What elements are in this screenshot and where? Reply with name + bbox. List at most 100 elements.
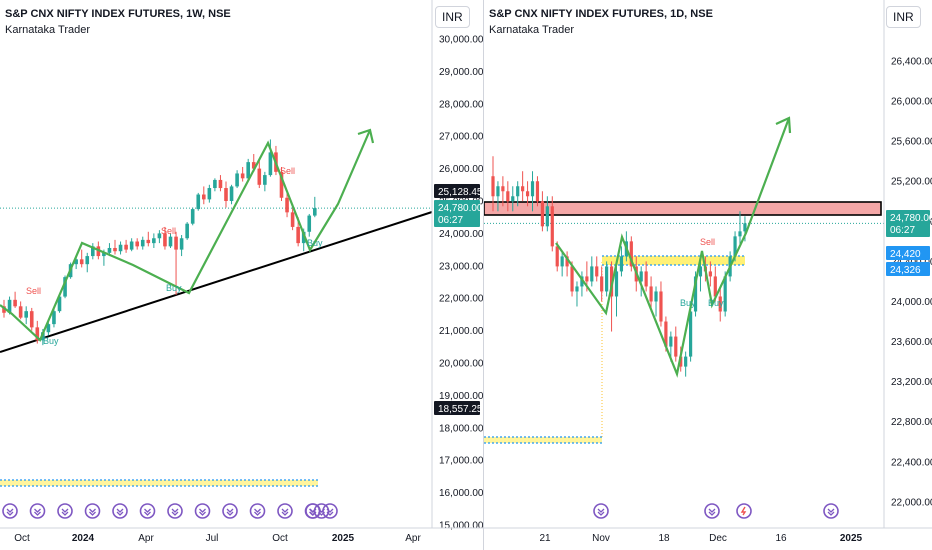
weekly-candle <box>301 231 306 244</box>
daily-candle <box>693 276 698 312</box>
daily-resistance-zone[interactable] <box>484 201 882 216</box>
daily-candle <box>585 276 589 282</box>
weekly-chevrons-icon <box>254 508 261 516</box>
daily-chart-pane[interactable]: Buy Sell Buy 22,000.00 22,400.00 22,800.00 23,… <box>484 0 932 550</box>
daily-currency-button[interactable]: INR <box>886 6 921 28</box>
weekly-candle <box>7 299 12 313</box>
weekly-event-icon[interactable] <box>167 503 183 519</box>
daily-lightning-icon <box>740 506 747 516</box>
weekly-x-tick-label: Apr <box>405 533 421 544</box>
weekly-event-icon[interactable] <box>139 503 156 519</box>
daily-candle <box>743 223 747 232</box>
daily-x-tick-label: 2025 <box>840 533 863 544</box>
weekly-y-tick-label: 27,000.00 <box>439 132 483 143</box>
daily-chevrons-icon <box>597 508 605 516</box>
daily-candle <box>659 291 663 322</box>
weekly-chevrons-icon <box>199 508 206 516</box>
weekly-candle <box>35 327 40 341</box>
daily-candle <box>496 186 500 197</box>
daily-band-top-badge <box>886 246 930 260</box>
daily-candle <box>605 266 609 292</box>
daily-candle <box>733 236 737 257</box>
weekly-projection-arrowhead <box>357 128 375 144</box>
daily-sell-label: Sell <box>700 237 715 247</box>
weekly-candle <box>296 226 300 244</box>
daily-candle <box>491 176 495 197</box>
weekly-candle <box>18 306 23 318</box>
daily-candle <box>644 271 648 287</box>
weekly-candle <box>307 215 312 232</box>
weekly-chart-pane[interactable]: Sell Buy Sell Buy Sell Buy 15,000.00 16,000.00 1… <box>0 0 484 550</box>
daily-chart-canvas[interactable]: Buy Sell Buy 22,000.00 22,400.00 22,800.00 23,… <box>484 0 932 550</box>
daily-x-tick-label: 18 <box>658 533 670 544</box>
weekly-x-tick-label: Oct <box>272 533 288 544</box>
daily-support-band <box>602 256 745 265</box>
daily-band-top-badge-text: 24,420 <box>890 249 921 260</box>
weekly-candle <box>290 212 295 227</box>
daily-candle <box>639 271 643 282</box>
daily-event-icon[interactable] <box>736 503 752 519</box>
weekly-high-price-badge-text: 25,128.45 <box>438 187 483 198</box>
weekly-candle <box>113 247 117 252</box>
weekly-x-tick-label: 2024 <box>72 533 95 544</box>
daily-event-icon[interactable] <box>593 503 609 519</box>
daily-x-tick-label: Dec <box>709 533 727 544</box>
weekly-y-tick-label: 19,000.00 <box>439 391 483 402</box>
weekly-event-icon[interactable] <box>57 503 73 519</box>
daily-candle <box>600 276 604 292</box>
weekly-sell-label: Sell <box>161 226 176 236</box>
daily-candle <box>560 256 564 267</box>
weekly-candle <box>257 168 262 185</box>
weekly-candle <box>224 188 228 201</box>
weekly-candle <box>313 208 317 216</box>
daily-event-icon[interactable] <box>704 503 720 519</box>
daily-y-tick-label: 25,200.00 <box>891 177 932 188</box>
weekly-event-icon[interactable] <box>322 503 338 519</box>
weekly-last-price-badge-text: 06:27 <box>438 215 463 226</box>
weekly-candle <box>240 173 245 179</box>
weekly-chart-title: S&P CNX NIFTY INDEX FUTURES, 1W, NSE <box>5 8 231 20</box>
weekly-candle <box>246 162 250 179</box>
weekly-last-price-badge-text: 24,780.00 <box>438 203 483 214</box>
weekly-x-tick-label: Apr <box>138 533 154 544</box>
weekly-y-tick-label: 30,000.00 <box>439 35 483 46</box>
weekly-x-tick-label: Oct <box>14 533 30 544</box>
weekly-event-icon[interactable] <box>222 503 238 519</box>
weekly-candle <box>263 175 267 185</box>
weekly-event-icon[interactable] <box>249 503 266 519</box>
weekly-trend-line[interactable] <box>0 211 433 353</box>
weekly-chevrons-icon <box>89 508 96 516</box>
weekly-candle <box>168 236 173 247</box>
daily-candle <box>674 336 678 357</box>
weekly-event-icon[interactable] <box>29 503 46 519</box>
weekly-event-icon[interactable] <box>194 503 211 519</box>
daily-candle <box>521 186 525 192</box>
weekly-chart-canvas[interactable]: Sell Buy Sell Buy Sell Buy 15,000.00 16,000.00 1… <box>0 0 483 550</box>
weekly-chevrons-icon <box>281 508 289 516</box>
daily-x-tick-label: Nov <box>592 533 610 544</box>
weekly-event-icon[interactable] <box>84 503 101 519</box>
weekly-zigzag-projection[interactable] <box>0 129 372 342</box>
weekly-candle <box>196 194 201 210</box>
weekly-event-icon[interactable] <box>112 503 128 519</box>
weekly-candle <box>24 311 28 318</box>
weekly-y-tick-label: 21,000.00 <box>439 326 483 337</box>
daily-event-icon[interactable] <box>823 503 839 519</box>
weekly-event-icon[interactable] <box>2 503 18 519</box>
weekly-candle <box>190 209 195 224</box>
weekly-sell-label: Sell <box>26 286 41 296</box>
weekly-y-tick-label: 18,000.00 <box>439 423 483 434</box>
weekly-y-tick-label: 20,000.00 <box>439 359 483 370</box>
weekly-candle <box>179 238 184 250</box>
weekly-y-tick-label: 26,000.00 <box>439 164 483 175</box>
weekly-x-tick-label: Jul <box>206 533 219 544</box>
daily-candle <box>689 311 693 357</box>
weekly-low-price-badge-text: 18,557.25 <box>438 404 483 415</box>
daily-candle <box>629 241 633 267</box>
weekly-candle <box>52 311 56 325</box>
weekly-currency-button[interactable]: INR <box>435 6 470 28</box>
daily-zigzag-projection[interactable] <box>555 117 791 378</box>
weekly-chevrons-icon <box>116 508 124 516</box>
weekly-last-price-badge <box>434 200 480 227</box>
weekly-event-icon[interactable] <box>277 503 293 519</box>
